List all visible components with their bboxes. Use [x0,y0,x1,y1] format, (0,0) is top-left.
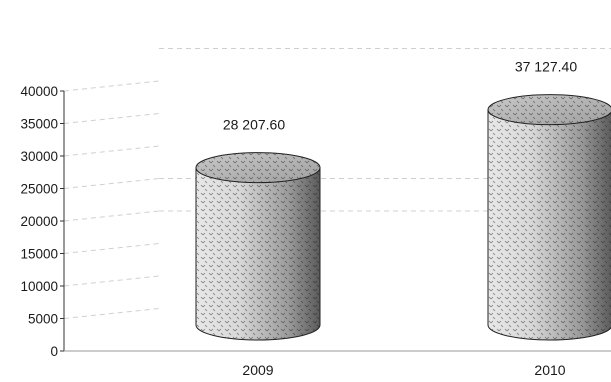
bars [195,94,611,341]
cylinder-cap-texture [196,152,320,183]
x-category-label: 2009 [242,362,273,378]
gridline-side [63,308,160,319]
gridline-side [63,243,160,254]
y-tick-label: 30000 [20,149,58,164]
y-tick-label: 35000 [20,117,58,132]
cylinder-bar-2010 [487,94,611,341]
cylinder-texture [196,167,320,340]
x-category-label: 2010 [534,362,565,378]
cylinder-bar-2009 [195,152,321,341]
cylinder-cap-texture [488,94,611,125]
gridline-side [63,178,160,189]
gridline-side [63,210,160,222]
y-tick-label: 15000 [20,247,58,262]
y-tick-label: 25000 [20,182,58,197]
y-tick-label: 0 [50,344,58,359]
y-tick-label: 20000 [20,214,58,229]
axes [60,90,611,352]
gridline-side [63,145,160,157]
gridline-side [63,275,160,287]
labels: 0 5000 10000 15000 20000 25000 30000 35000 40000… [20,59,577,378]
data-label: 28 207.60 [223,117,285,133]
y-tick-label: 40000 [20,84,58,99]
gridline-side [63,113,160,124]
y-tick-label: 10000 [20,279,58,294]
cylinder-texture [488,109,611,340]
y-tick-label: 5000 [28,312,58,327]
gridline-side [63,80,160,92]
data-label: 37 127.40 [515,59,577,75]
